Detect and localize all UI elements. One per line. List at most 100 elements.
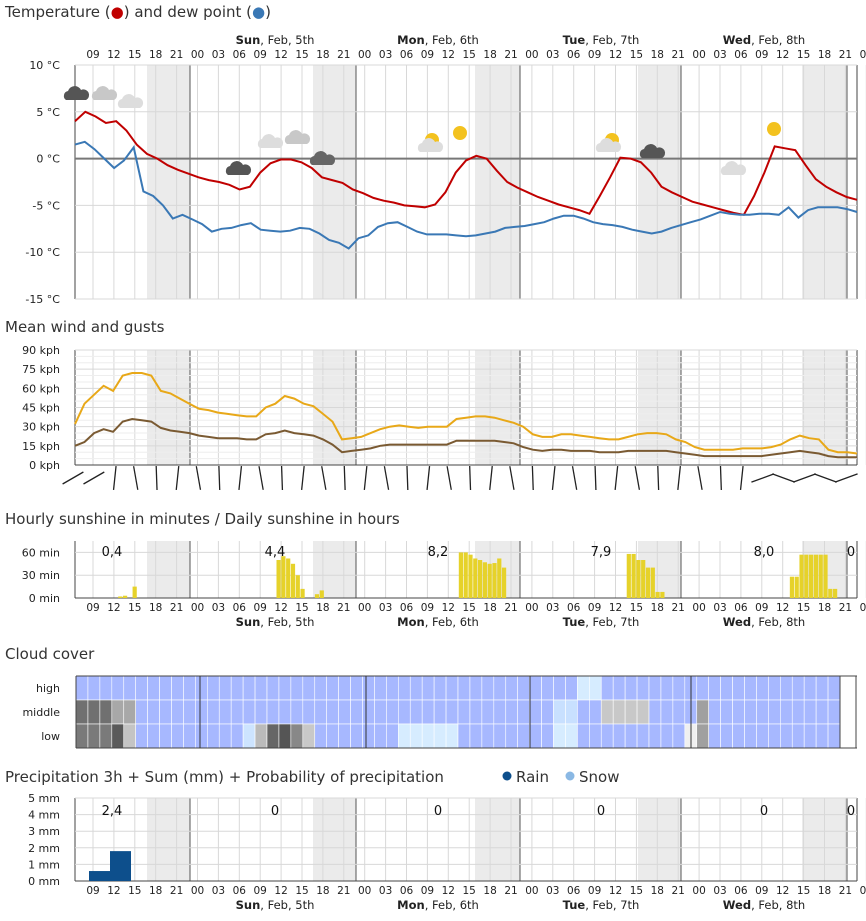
hour-tick-label: 00: [692, 885, 705, 897]
cloud-cell: [469, 675, 483, 701]
hour-tick-label: 09: [86, 49, 99, 61]
sunshine-bar: [122, 595, 128, 598]
rain-bar: [110, 851, 131, 881]
cloud-cell: [398, 699, 411, 725]
hour-tick-label: 15: [295, 602, 308, 614]
cloud-cell: [768, 699, 781, 725]
day-label: Sun, Feb, 5th: [236, 33, 315, 47]
hour-tick-label: 12: [442, 885, 455, 897]
hour-tick-label: 21: [672, 602, 685, 614]
temp-axis-label: -5 °C: [32, 199, 60, 212]
day-label: Mon, Feb, 6th: [397, 33, 479, 47]
precip-axis-label: 0 mm: [28, 875, 60, 888]
cloud-cell: [803, 699, 817, 725]
cloud-cell: [708, 675, 721, 701]
cloud-cell: [744, 675, 757, 701]
cloud-cell: [242, 675, 256, 701]
hour-tick-label: 12: [107, 602, 120, 614]
cloud-cell: [433, 699, 447, 725]
cloud-icon: [639, 144, 666, 158]
cloud-cell: [720, 699, 733, 725]
sunshine-bar: [823, 554, 828, 598]
hour-tick-label: 18: [818, 885, 831, 897]
sunshine-bar: [295, 575, 300, 598]
cloud-cell: [505, 675, 518, 701]
hour-tick-label: 03: [379, 49, 392, 61]
hour-tick-label: 18: [316, 49, 329, 61]
sunshine-bar: [833, 588, 838, 598]
snow-legend-label: Snow: [579, 768, 619, 786]
hour-tick-label: 09: [755, 49, 768, 61]
night-band: [475, 798, 520, 881]
day-label: Tue, Feb, 7th: [563, 615, 640, 629]
cloud-cell: [541, 723, 554, 749]
hour-tick-label: 00: [692, 602, 705, 614]
hour-tick-label: 21: [337, 885, 350, 897]
cloud-cell: [398, 723, 411, 749]
sunshine-bar: [636, 560, 641, 598]
wind-arrow-icon: [446, 466, 452, 490]
cloud-cell: [87, 675, 101, 701]
cloud-cell: [338, 675, 351, 701]
hour-tick-label: 06: [400, 49, 414, 61]
cloud-cell: [756, 675, 769, 701]
cloud-cell: [278, 699, 292, 725]
cloud-cell: [111, 723, 125, 749]
cloud-icon: [63, 86, 90, 100]
cloud-cell: [600, 699, 614, 725]
cloud-cell: [612, 675, 626, 701]
sun-axis-label: 30 min: [22, 569, 60, 582]
moon-icon: [694, 171, 703, 189]
cloud-cell: [99, 699, 113, 725]
cloud-cell: [517, 699, 530, 725]
cloud-cell: [696, 723, 709, 749]
wind-axis-label: 75 kph: [22, 363, 60, 376]
cloud-cell: [660, 723, 674, 749]
cloud-cell: [338, 699, 351, 725]
cloud-cell: [362, 723, 375, 749]
cloud-cell: [159, 699, 172, 725]
cloud-cell: [469, 723, 483, 749]
cloud-cell: [350, 675, 363, 701]
cloud-cell: [803, 675, 817, 701]
cloud-icon: [284, 130, 311, 144]
cloud-cell: [302, 723, 316, 749]
cloud-cell: [445, 675, 459, 701]
cloud-cell: [87, 699, 101, 725]
cloud-cell: [123, 723, 136, 749]
wind-axis-label: 30 kph: [22, 421, 60, 434]
cloud-icon: [720, 161, 747, 175]
cloud-cell: [517, 675, 530, 701]
sunshine-bar: [132, 586, 137, 598]
hour-tick-label: 06: [400, 602, 414, 614]
cloud-cell: [99, 723, 113, 749]
hour-tick-label: 09: [755, 885, 768, 897]
cloud-cell: [445, 699, 459, 725]
hour-tick-label: 03: [713, 885, 726, 897]
cloud-cell: [421, 699, 435, 725]
hour-tick-label: 03: [379, 885, 392, 897]
cloud-cell: [827, 723, 841, 749]
sunshine-bar: [660, 591, 665, 598]
hour-tick-label: 12: [274, 602, 287, 614]
hour-tick-label: 21: [337, 49, 350, 61]
cloud-cell: [708, 699, 721, 725]
cloud-cell: [553, 675, 566, 701]
cloud-cell: [648, 699, 662, 725]
sunshine-bar: [487, 563, 492, 598]
cloud-cell: [230, 699, 244, 725]
cloud-cell: [254, 699, 268, 725]
cloud-cell: [195, 699, 208, 725]
cloud-cell: [660, 699, 674, 725]
sunshine-bar: [473, 558, 478, 598]
cloud-cell: [493, 675, 507, 701]
hour-tick-label: 18: [818, 602, 831, 614]
hour-tick-label: 03: [713, 49, 726, 61]
wind-arrow-icon: [383, 466, 390, 490]
hour-tick-label: 21: [504, 602, 517, 614]
hour-tick-label: 12: [609, 885, 622, 897]
cloud-cell: [147, 723, 160, 749]
cloud-cell: [780, 699, 793, 725]
hour-tick-label: 12: [609, 602, 622, 614]
